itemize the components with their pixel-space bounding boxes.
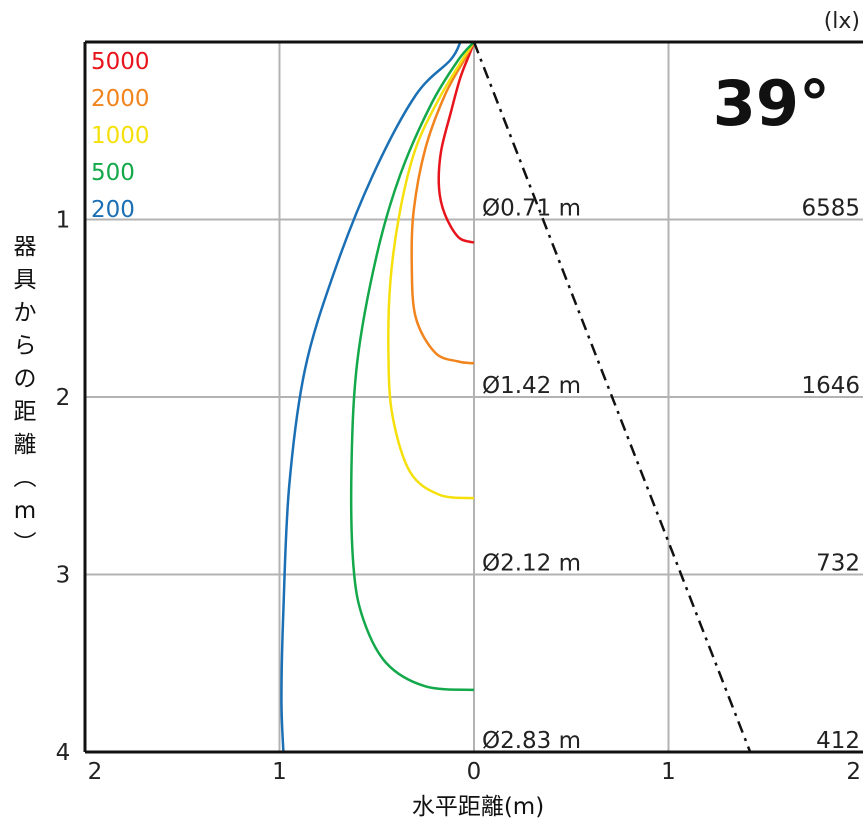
isolux-curve-2000 [410,41,476,365]
x-tick-label: 0 [467,759,482,785]
y-axis-label-char: ら [14,333,37,359]
isolux-curve-1000 [387,41,476,500]
lux-unit-label: (lx) [824,9,860,34]
beam-diameter-label: Ø1.42 m [482,373,581,399]
x-tick-label: 2 [846,759,861,785]
lux-value-label: 6585 [801,196,860,222]
y-axis-label-char: 距 [14,399,37,425]
x-tick-label: 2 [88,759,103,785]
x-tick-label: 1 [661,759,676,785]
beam-edge-line [472,41,752,753]
legend-entry: 200 [91,197,135,223]
y-tick-label: 2 [56,385,71,411]
y-axis-label-char: 具 [14,267,37,293]
y-axis-label-char: の [14,366,37,392]
legend-entry: 5000 [91,49,150,75]
lux-value-label: 732 [816,551,860,577]
beam-diameter-label: Ø0.71 m [482,196,581,222]
axes [83,40,863,754]
y-axis-label-char: 離 [14,432,37,458]
legend-entry: 2000 [91,86,150,112]
y-axis-label-char: か [14,300,37,326]
isolux-curve-200 [280,41,462,753]
isolux-curve-500 [349,41,475,692]
x-tick-label: 1 [272,759,287,785]
legend: 5000 2000 1000 500 200 [91,49,150,223]
beam-angle-label: 39° [713,67,830,140]
beam-diameter-label: Ø2.83 m [482,728,581,754]
y-axis-label-char: ︶ [14,531,37,557]
isolux-curve-5000 [437,41,476,244]
grid-lines [85,42,863,752]
isolux-curves [280,41,476,753]
beam-diameter-label: Ø2.12 m [482,551,581,577]
y-tick-label: 1 [56,208,71,234]
chart-labels: (lx) 39° 水平距離(m) [412,9,860,820]
legend-entry: 500 [91,160,135,186]
lux-value-label: 1646 [801,373,860,399]
x-axis-label: 水平距離(m) [412,794,544,820]
beam-edge [472,41,752,753]
distance-rows: Ø0.71 m 6585 Ø1.42 m 1646 Ø2.12 m 732 Ø2.83 m 4… [482,196,860,755]
y-tick-label: 3 [56,563,71,589]
tick-labels: 2 1 0 1 2 1 2 3 4 [56,208,861,786]
y-tick-label: 4 [56,740,71,766]
legend-entry: 1000 [91,123,150,149]
y-axis-label-char: ︵ [14,465,37,491]
lux-value-label: 412 [816,728,860,754]
y-axis-label-char: m [14,498,36,524]
y-axis-label-char: 器 [14,234,37,260]
